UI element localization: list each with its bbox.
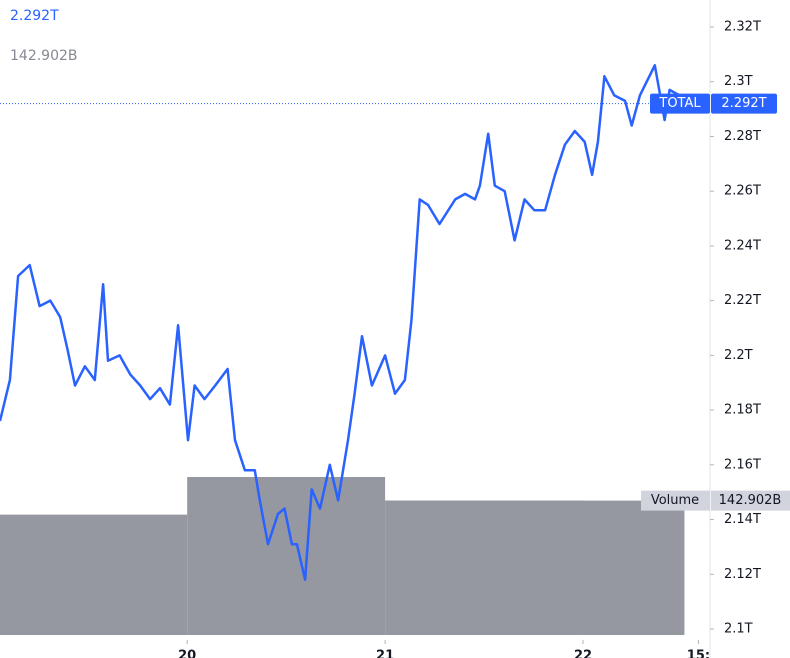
- last-price-axis-label: 2.292T: [721, 96, 766, 111]
- volume-bar: [0, 514, 188, 635]
- y-tick-label: 2.24T: [724, 238, 761, 253]
- volume-name: Volume: [651, 493, 699, 508]
- y-tick-label: 2.18T: [724, 403, 761, 418]
- last-volume: 142.902B: [10, 48, 78, 64]
- y-tick-label: 2.12T: [724, 567, 761, 582]
- volume-bar: [583, 500, 685, 635]
- y-tick-label: 2.32T: [724, 20, 761, 35]
- x-tick-label: 20: [178, 649, 196, 658]
- y-tick-label: 2.28T: [724, 129, 761, 144]
- last-price-box: [711, 93, 777, 114]
- x-tick-label: 22: [574, 649, 592, 658]
- y-tick-label: 2.22T: [724, 293, 761, 308]
- y-tick-label: 2.14T: [724, 512, 761, 527]
- series-name: TOTAL: [658, 96, 701, 111]
- volume-value-box: [711, 490, 790, 511]
- volume-bar: [385, 500, 584, 635]
- last-price: 2.292T: [10, 8, 59, 24]
- price-line: [0, 64, 686, 581]
- series-name-box: [650, 93, 710, 114]
- x-tick-label: 15:: [687, 649, 710, 658]
- y-tick-label: 2.1T: [724, 621, 753, 636]
- volume-name-box: [641, 490, 710, 511]
- y-tick-label: 2.2T: [724, 348, 753, 363]
- y-tick-label: 2.26T: [724, 184, 761, 199]
- volume-bar: [187, 477, 386, 635]
- x-tick-label: 21: [376, 649, 394, 658]
- volume-axis-label: 142.902B: [719, 493, 782, 508]
- y-tick-label: 2.3T: [724, 74, 753, 89]
- y-tick-label: 2.16T: [724, 457, 761, 472]
